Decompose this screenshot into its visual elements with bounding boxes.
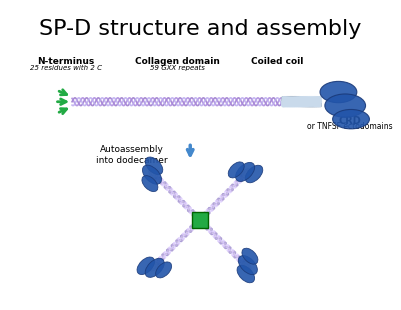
Ellipse shape	[320, 82, 357, 103]
Ellipse shape	[151, 264, 156, 269]
Text: 59 GXX repeats: 59 GXX repeats	[150, 64, 205, 71]
Ellipse shape	[137, 257, 154, 275]
Ellipse shape	[242, 248, 258, 264]
Text: CRD: CRD	[339, 116, 361, 126]
Text: Collagen domain: Collagen domain	[135, 57, 220, 66]
Ellipse shape	[149, 169, 158, 178]
FancyBboxPatch shape	[192, 212, 208, 228]
Ellipse shape	[242, 169, 251, 178]
Ellipse shape	[244, 264, 249, 269]
Text: N-terminus: N-terminus	[38, 57, 95, 66]
Text: 25 residues with 2 C: 25 residues with 2 C	[30, 65, 102, 71]
Ellipse shape	[145, 157, 163, 175]
Text: Autoassembly
into dodecamer: Autoassembly into dodecamer	[96, 145, 168, 165]
Ellipse shape	[142, 175, 158, 192]
Ellipse shape	[244, 170, 249, 176]
Ellipse shape	[237, 265, 255, 283]
Ellipse shape	[151, 170, 156, 176]
Ellipse shape	[236, 162, 255, 181]
Text: SP-D structure and assembly: SP-D structure and assembly	[39, 20, 361, 39]
Ellipse shape	[245, 165, 263, 183]
Ellipse shape	[238, 255, 257, 275]
Ellipse shape	[332, 109, 369, 129]
Ellipse shape	[156, 262, 172, 278]
Ellipse shape	[149, 262, 158, 271]
Ellipse shape	[145, 258, 164, 277]
Ellipse shape	[325, 94, 366, 117]
Ellipse shape	[142, 165, 162, 184]
Ellipse shape	[242, 262, 251, 271]
Text: Coiled coil: Coiled coil	[251, 57, 304, 66]
Ellipse shape	[228, 162, 244, 178]
Text: or TNFSF ectodomains: or TNFSF ectodomains	[307, 122, 393, 131]
